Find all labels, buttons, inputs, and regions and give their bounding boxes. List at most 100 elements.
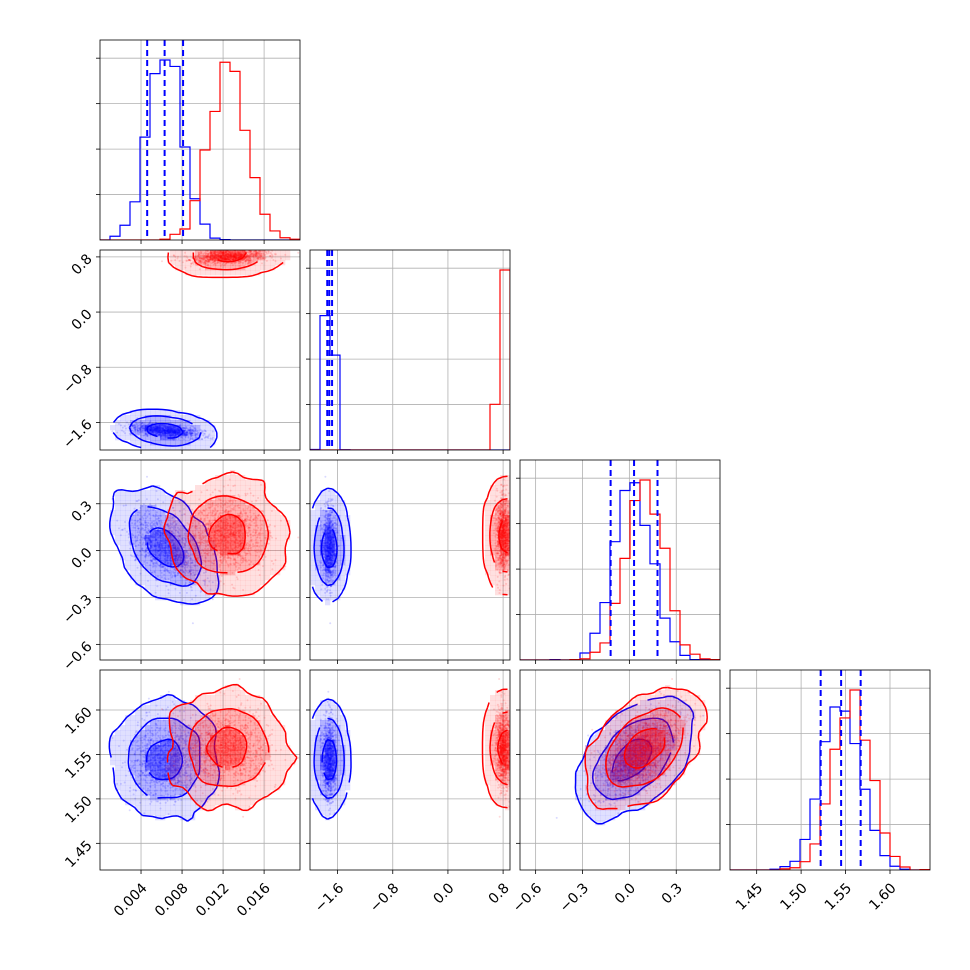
x-tick-label: 1.60	[866, 880, 899, 913]
density-fill-series-1	[165, 685, 296, 811]
contour-line	[574, 695, 695, 825]
contour-line	[605, 707, 684, 788]
density-fill-series-1	[170, 250, 291, 276]
contour-line	[166, 683, 298, 812]
panel-frame	[99, 39, 301, 241]
density-fill-series-1	[485, 475, 510, 596]
contour-line	[496, 729, 508, 765]
contour-line	[481, 688, 508, 809]
scatter-panel-3-1: −1.6 −0.8 0.0 0.8	[306, 669, 513, 916]
contour-line	[188, 708, 270, 787]
contour-line	[145, 738, 184, 781]
x-tick-label: 0.0	[430, 880, 457, 907]
x-tick-label: 1.55	[822, 880, 855, 913]
panel-frame	[519, 669, 721, 871]
contour-line	[498, 520, 508, 554]
histogram-series-0	[520, 482, 720, 660]
panel-frame	[99, 669, 301, 871]
contour-line	[163, 471, 291, 597]
scatter-panel-3-2: −0.6 −0.3 0.0 0.3	[510, 669, 721, 916]
panel-frame	[309, 669, 511, 871]
y-tick-label: 0.3	[69, 498, 96, 525]
contour-line	[217, 252, 247, 263]
histogram-panel-1	[306, 249, 511, 454]
x-tick-label: 1.45	[733, 880, 766, 913]
contour-line	[321, 738, 338, 781]
panel-frame	[99, 459, 301, 661]
x-tick-label: −1.6	[312, 880, 347, 915]
x-tick-label: 0.0	[612, 880, 639, 907]
grid-lines	[100, 670, 300, 870]
grid-lines	[730, 670, 930, 870]
x-tick-label: 0.008	[152, 880, 192, 920]
y-tick-label: −0.6	[60, 639, 95, 674]
density-fill-series-0	[110, 695, 221, 821]
scatter-panel-2-0: −0.6 −0.3 0.0 0.3	[60, 459, 301, 674]
histogram-series-0	[310, 315, 510, 450]
y-tick-label: −0.3	[60, 592, 95, 627]
y-tick-label: 0.0	[69, 545, 96, 572]
histogram-series-0	[730, 706, 930, 870]
panel-frame	[309, 249, 511, 451]
x-tick-label: 0.3	[659, 880, 686, 907]
contour-line	[112, 408, 218, 449]
scatter-panel-2-1	[306, 459, 511, 664]
contour-line	[311, 487, 352, 603]
contour-line	[320, 528, 338, 569]
contour-line	[167, 252, 284, 279]
contour-line	[192, 252, 258, 271]
y-tick-label: 1.60	[62, 704, 95, 737]
contour-line	[187, 495, 270, 574]
contour-line	[313, 507, 345, 587]
grid-lines	[310, 250, 510, 450]
y-tick-label: −0.8	[60, 362, 95, 397]
y-tick-label: 1.55	[62, 749, 95, 782]
y-tick-label: 0.0	[69, 306, 96, 333]
contour-line	[313, 717, 345, 800]
histogram-series-1	[310, 269, 510, 450]
density-fill-series-0	[575, 695, 696, 826]
panel-frame	[729, 669, 931, 871]
x-tick-label: −0.8	[367, 880, 402, 915]
scatter-panel-3-0: 0.004 0.008 0.012 0.016 1.45 1.50 1.55 1.60	[62, 669, 301, 920]
contour-line	[146, 422, 184, 439]
histogram-series-0	[100, 59, 300, 240]
contour-line	[584, 686, 708, 810]
histogram-panel-0	[96, 39, 301, 244]
contour-line	[205, 726, 248, 768]
panel-frame	[99, 249, 301, 451]
x-tick-label: 1.50	[777, 880, 810, 913]
contour-line	[489, 711, 508, 786]
histogram-panel-3: 1.45 1.50 1.55 1.60	[726, 669, 931, 914]
density-fill-series-0	[110, 485, 221, 606]
panel-frame	[519, 459, 721, 661]
contour-line	[127, 717, 201, 799]
y-tick-label: 1.50	[62, 793, 95, 826]
histogram-series-1	[730, 689, 930, 870]
grid-lines	[310, 670, 510, 870]
contour-line	[481, 475, 508, 596]
x-tick-label: 0.004	[111, 880, 151, 920]
panel-frame	[309, 459, 511, 661]
x-tick-label: 0.016	[234, 880, 274, 920]
x-tick-label: 0.8	[486, 880, 513, 907]
y-tick-label: 0.8	[69, 251, 96, 278]
histogram-panel-2	[516, 459, 721, 664]
y-tick-label: −1.6	[60, 417, 95, 452]
y-tick-label: 1.45	[62, 838, 95, 871]
contour-line	[207, 513, 246, 555]
contour-line	[128, 415, 202, 447]
histogram-series-1	[100, 61, 300, 240]
contour-line	[591, 717, 675, 801]
density-fill-series-1	[585, 685, 706, 811]
contour-line	[623, 727, 666, 769]
scatter-panel-1-0: −1.6 −0.8 0.0 0.8	[60, 249, 301, 454]
x-tick-label: −0.6	[510, 880, 545, 915]
x-tick-label: −0.3	[557, 880, 592, 915]
density-fill-series-1	[485, 690, 510, 811]
contour-line	[311, 698, 352, 820]
x-tick-label: 0.012	[193, 880, 233, 920]
contour-line	[489, 497, 508, 573]
contour-line	[109, 485, 220, 605]
